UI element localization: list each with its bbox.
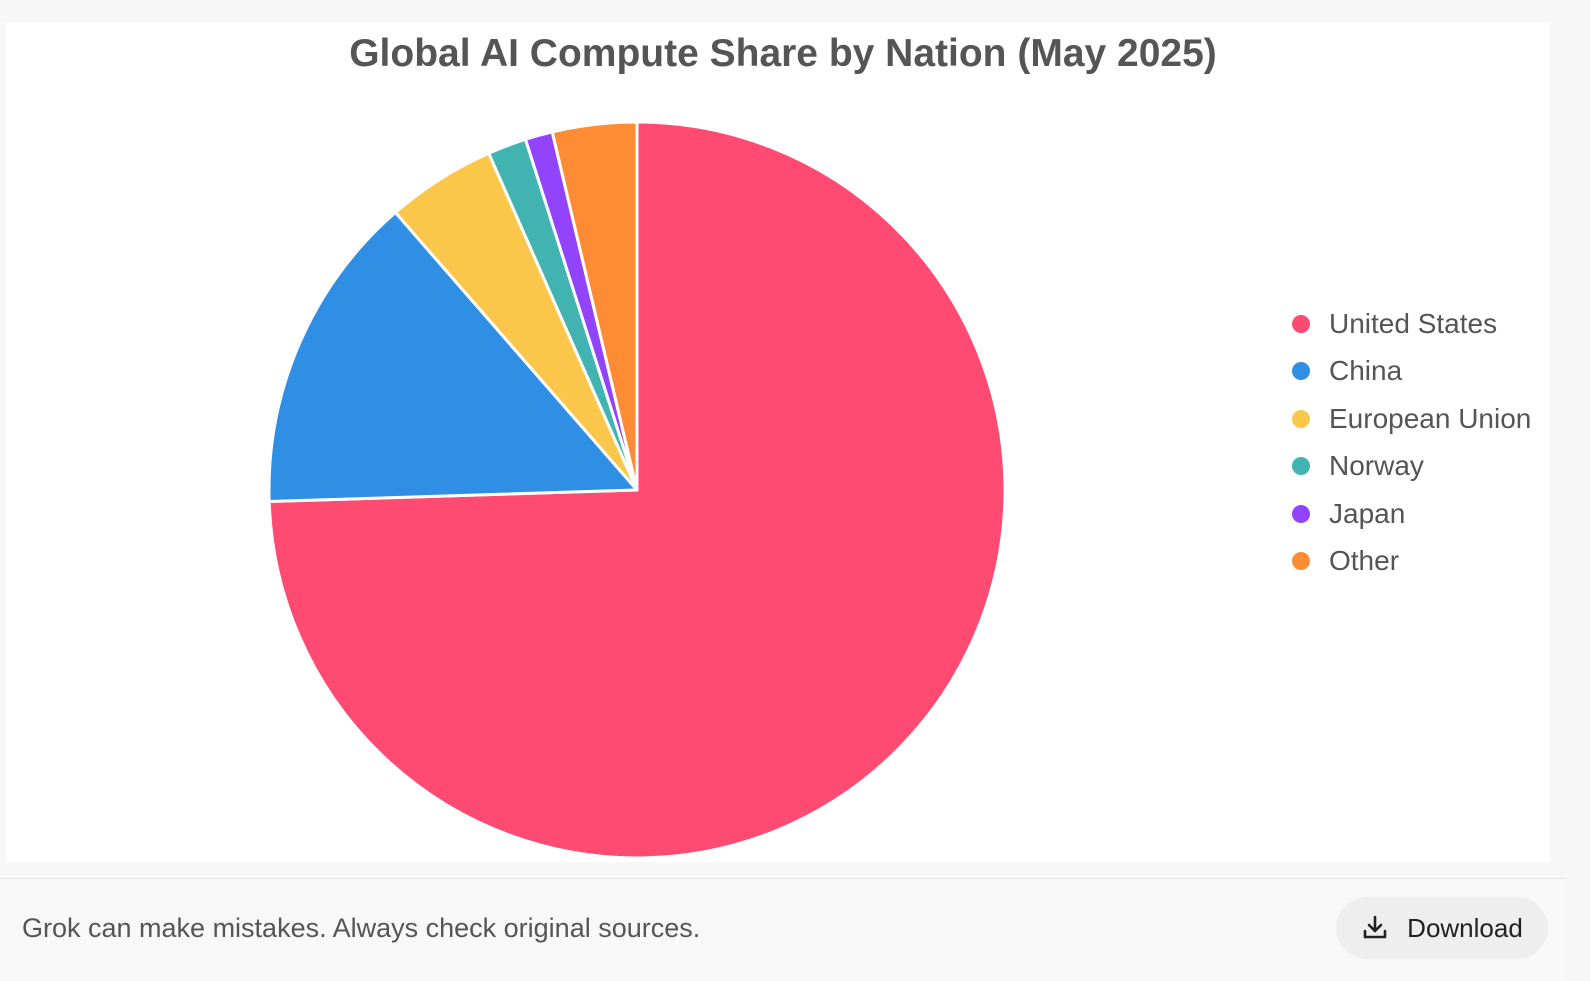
legend-label: United States bbox=[1329, 307, 1498, 339]
legend-swatch bbox=[1292, 362, 1310, 381]
legend-swatch bbox=[1292, 457, 1310, 476]
legend-swatch bbox=[1292, 504, 1310, 523]
download-button[interactable]: Download bbox=[1336, 897, 1548, 959]
legend-item-china[interactable]: China bbox=[1292, 348, 1531, 396]
download-icon bbox=[1363, 915, 1387, 939]
legend-item-european-union[interactable]: European Union bbox=[1292, 395, 1531, 443]
pie-slices bbox=[267, 120, 1007, 860]
legend-item-united-states[interactable]: United States bbox=[1292, 300, 1531, 348]
legend-label: Japan bbox=[1329, 497, 1406, 529]
legend-label: Other bbox=[1329, 545, 1400, 577]
legend-swatch bbox=[1292, 552, 1310, 571]
download-label: Download bbox=[1407, 912, 1523, 943]
chart-legend: United States China European Union Norway Ja… bbox=[1292, 300, 1531, 585]
legend-label: China bbox=[1329, 355, 1403, 387]
footer-bar: Grok can make mistakes. Always check ori… bbox=[0, 878, 1566, 981]
pie-slice-china[interactable] bbox=[267, 210, 639, 504]
legend-item-japan[interactable]: Japan bbox=[1292, 490, 1531, 538]
disclaimer-text: Grok can make mistakes. Always check ori… bbox=[22, 913, 701, 943]
legend-label: European Union bbox=[1329, 402, 1532, 434]
pie-slice-other[interactable] bbox=[550, 120, 639, 492]
legend-item-norway[interactable]: Norway bbox=[1292, 443, 1531, 491]
legend-label: Norway bbox=[1329, 450, 1424, 482]
legend-swatch bbox=[1292, 314, 1310, 333]
chart-title: Global AI Compute Share by Nation (May 2… bbox=[349, 32, 1217, 75]
legend-item-other[interactable]: Other bbox=[1292, 538, 1531, 586]
legend-swatch bbox=[1292, 409, 1310, 428]
pie-chart bbox=[267, 120, 1007, 860]
